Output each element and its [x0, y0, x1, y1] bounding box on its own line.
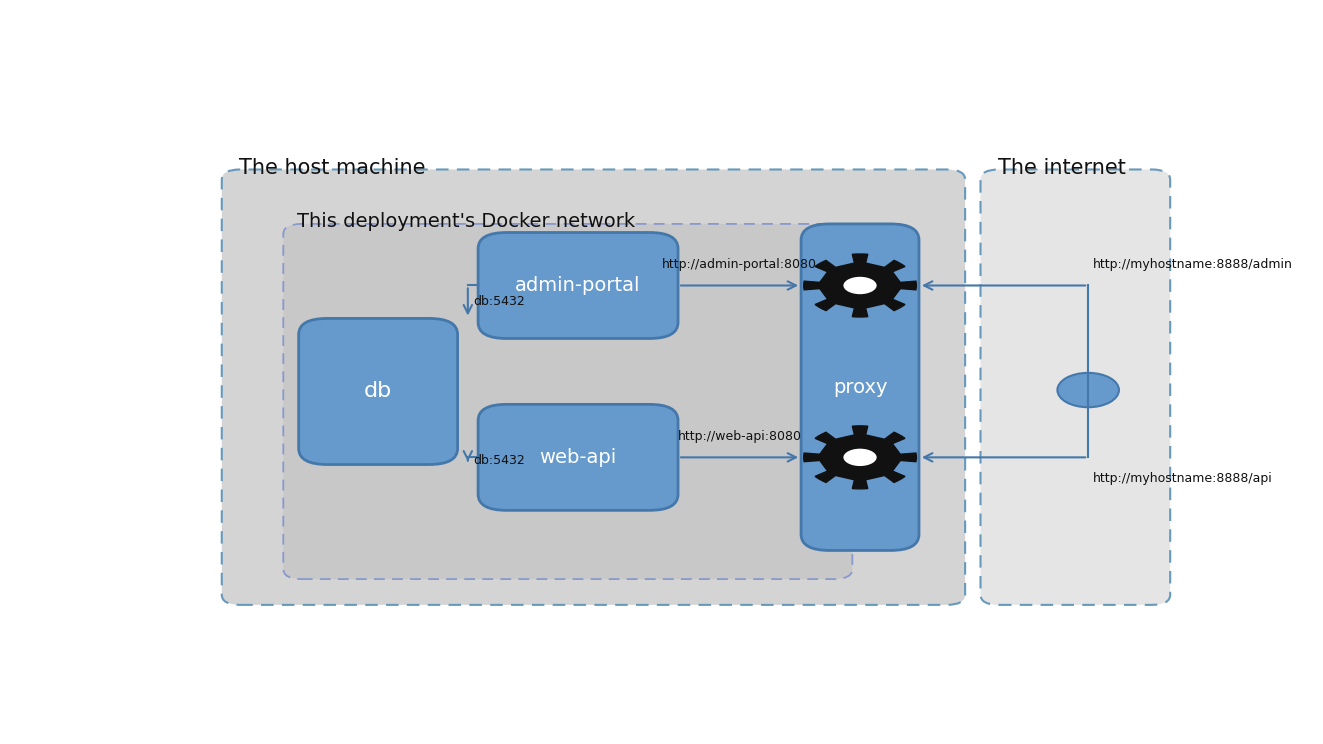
- FancyBboxPatch shape: [802, 224, 919, 551]
- FancyBboxPatch shape: [283, 224, 852, 579]
- Text: http://myhostname:8888/api: http://myhostname:8888/api: [1093, 472, 1273, 484]
- Text: admin-portal: admin-portal: [516, 276, 640, 295]
- FancyBboxPatch shape: [980, 170, 1170, 605]
- Text: db:5432: db:5432: [474, 455, 525, 467]
- Text: The host machine: The host machine: [239, 158, 426, 178]
- Text: web-api: web-api: [540, 448, 617, 466]
- Text: This deployment's Docker network: This deployment's Docker network: [296, 212, 635, 231]
- Text: http://admin-portal:8080: http://admin-portal:8080: [662, 258, 818, 271]
- Circle shape: [841, 275, 878, 295]
- Text: http://web-api:8080: http://web-api:8080: [677, 430, 802, 443]
- Text: db: db: [364, 382, 392, 402]
- Circle shape: [841, 447, 878, 467]
- FancyBboxPatch shape: [299, 318, 458, 464]
- Polygon shape: [803, 426, 917, 489]
- FancyBboxPatch shape: [222, 170, 966, 605]
- Text: proxy: proxy: [832, 378, 888, 397]
- Polygon shape: [803, 254, 917, 317]
- Circle shape: [1057, 373, 1119, 407]
- Text: db:5432: db:5432: [474, 295, 525, 309]
- FancyBboxPatch shape: [478, 405, 679, 510]
- FancyBboxPatch shape: [478, 232, 679, 339]
- Text: The internet: The internet: [998, 158, 1126, 178]
- Text: http://myhostname:8888/admin: http://myhostname:8888/admin: [1093, 258, 1293, 271]
